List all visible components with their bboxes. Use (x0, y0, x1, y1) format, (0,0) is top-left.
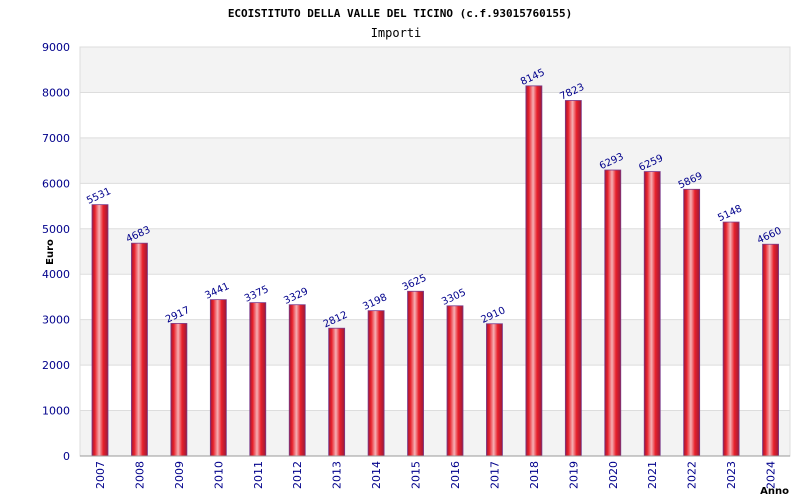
x-tick-label: 2020 (607, 461, 620, 489)
bar (604, 169, 622, 457)
y-tick-label: 8000 (42, 86, 70, 99)
plot-band (80, 410, 790, 456)
x-tick-label: 2014 (370, 461, 383, 489)
x-tick-label: 2015 (410, 461, 423, 489)
plot-band (80, 274, 790, 320)
bar (367, 310, 385, 457)
x-tick-label: 2018 (528, 461, 541, 489)
bar (525, 85, 543, 457)
chart-subtitle: Importi (371, 26, 422, 40)
x-tick-label: 2016 (449, 461, 462, 489)
x-tick-label: 2008 (133, 461, 146, 489)
bar (170, 323, 188, 457)
bars (91, 85, 779, 457)
x-axis-label: Anno (760, 486, 789, 497)
x-tick-label: 2019 (567, 461, 580, 489)
x-tick-label: 2011 (252, 461, 265, 489)
plot-band (80, 183, 790, 229)
x-tick-label: 2009 (173, 461, 186, 489)
y-tick-label: 0 (63, 450, 70, 463)
y-tick-label: 2000 (42, 359, 70, 372)
bar (643, 171, 661, 457)
bar (486, 323, 503, 457)
x-tick-label: 2013 (331, 461, 344, 489)
bar (683, 188, 701, 457)
x-tick-label: 2023 (725, 461, 738, 489)
y-tick-label: 9000 (42, 41, 70, 54)
plot-background-bands (79, 46, 791, 457)
chart-title: ECOISTITUTO DELLA VALLE DEL TICINO (c.f.… (228, 7, 572, 20)
bar (288, 304, 306, 457)
x-tick-label: 2021 (646, 461, 659, 489)
plot-band (80, 47, 790, 93)
y-tick-label: 1000 (42, 405, 70, 418)
bar (131, 242, 148, 457)
plot-band (80, 228, 790, 275)
y-tick-label: 3000 (42, 314, 70, 327)
bar (328, 327, 346, 457)
x-tick-label: 2007 (94, 461, 107, 489)
x-axis-ticks: 2007 2008 2009 2010 2011 2012 2013 2014 2015 2016… (94, 461, 778, 489)
x-tick-label: 2010 (212, 461, 225, 489)
y-axis-label: Euro (45, 239, 56, 265)
x-tick-label: 2022 (686, 461, 699, 489)
bar (722, 221, 740, 457)
bar (209, 299, 227, 457)
y-tick-label: 7000 (42, 132, 70, 145)
bar (407, 290, 424, 457)
plot-band (80, 319, 790, 366)
y-tick-label: 6000 (42, 177, 70, 190)
y-axis-ticks: 0 1000 2000 3000 4000 5000 6000 7000 8000 9000 (42, 41, 70, 463)
x-tick-label: 2024 (765, 461, 778, 489)
bar (446, 305, 464, 457)
bar (564, 100, 582, 457)
plot-band (80, 137, 790, 184)
y-tick-label: 5000 (42, 223, 70, 236)
plot-band (80, 92, 790, 138)
bar (762, 243, 779, 457)
bar (249, 302, 267, 457)
x-tick-label: 2012 (291, 461, 304, 489)
y-tick-label: 4000 (42, 268, 70, 281)
bar (91, 204, 109, 457)
x-tick-label: 2017 (488, 461, 501, 489)
plot-band (80, 365, 790, 411)
